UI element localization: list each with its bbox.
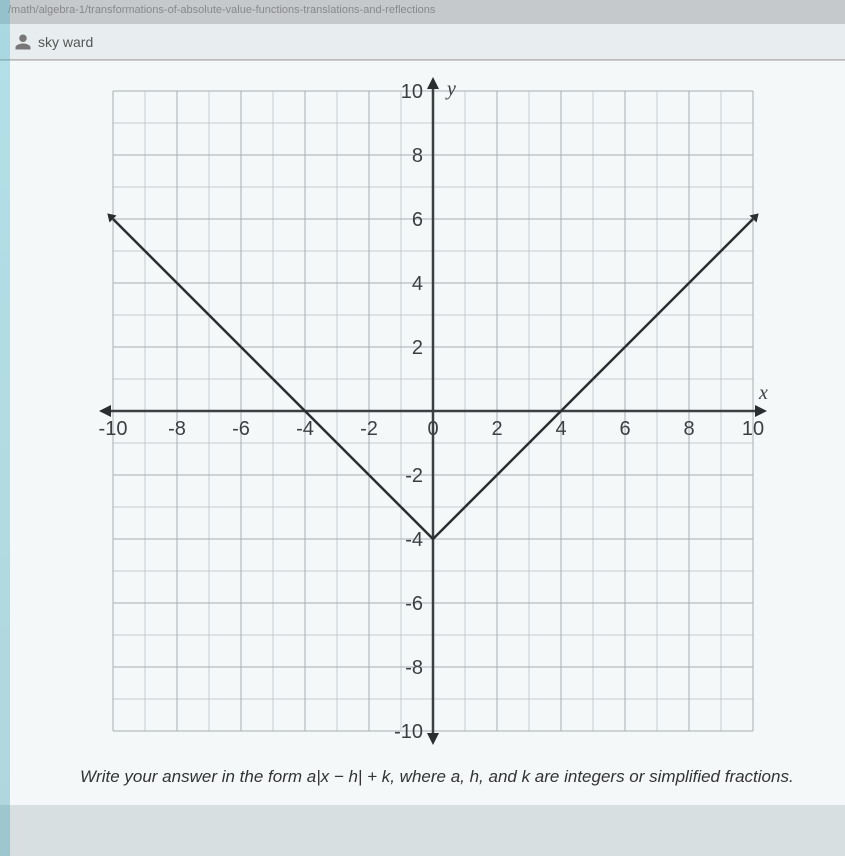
svg-text:-6: -6: [232, 418, 250, 440]
svg-text:2: 2: [411, 337, 422, 359]
svg-text:4: 4: [411, 273, 422, 295]
svg-text:4: 4: [555, 418, 566, 440]
side-accent: [0, 0, 10, 856]
svg-text:6: 6: [619, 418, 630, 440]
svg-text:-6: -6: [405, 593, 423, 615]
svg-text:-8: -8: [405, 657, 423, 679]
svg-text:6: 6: [411, 209, 422, 231]
user-icon: [14, 33, 32, 51]
svg-text:y: y: [445, 78, 456, 100]
svg-text:0: 0: [427, 418, 438, 440]
svg-text:-4: -4: [296, 418, 314, 440]
svg-text:-10: -10: [394, 721, 423, 743]
user-name: sky ward: [38, 34, 93, 50]
header-row: sky ward: [0, 24, 845, 60]
svg-text:8: 8: [411, 145, 422, 167]
svg-text:-2: -2: [360, 418, 378, 440]
svg-text:8: 8: [683, 418, 694, 440]
svg-text:-10: -10: [98, 418, 127, 440]
content-panel: -10 -8 -6 -4 -2 0 2 4 6 8 10 2 4 6 8 10 -2 -4 -6 -8 -10 x y Wr…: [0, 60, 845, 805]
url-text: /math/algebra-1/transformations-of-absol…: [8, 4, 435, 16]
svg-text:10: 10: [400, 81, 422, 103]
svg-text:2: 2: [491, 418, 502, 440]
instruction-text: Write your answer in the form a|x − h| +…: [40, 765, 825, 789]
svg-text:-8: -8: [168, 418, 186, 440]
svg-text:-2: -2: [405, 465, 423, 487]
chart-absolute-value: -10 -8 -6 -4 -2 0 2 4 6 8 10 2 4 6 8 10 -2 -4 -6 -8 -10 x y: [93, 71, 773, 751]
svg-text:-4: -4: [405, 529, 423, 551]
svg-text:x: x: [758, 382, 768, 404]
url-bar: /math/algebra-1/transformations-of-absol…: [0, 0, 845, 24]
svg-text:10: 10: [741, 418, 763, 440]
